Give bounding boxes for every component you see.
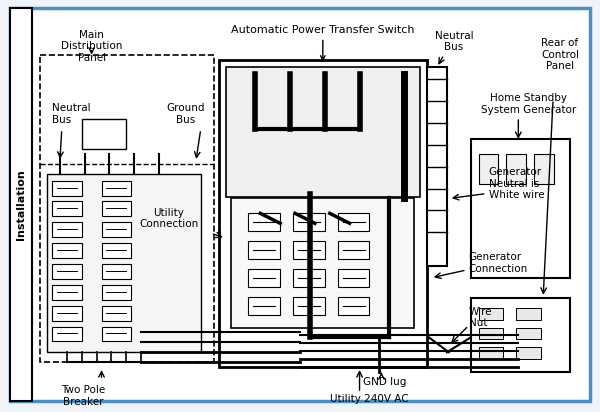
Bar — [338, 269, 370, 287]
Bar — [293, 241, 325, 259]
Circle shape — [297, 220, 313, 236]
Text: Generator
Neutral is
White wire: Generator Neutral is White wire — [488, 167, 544, 200]
Bar — [52, 326, 82, 342]
Bar — [479, 308, 503, 320]
Bar — [470, 139, 570, 278]
Text: Utility 240V AC: Utility 240V AC — [330, 394, 409, 404]
Text: Two Pole
Breaker: Two Pole Breaker — [62, 385, 106, 407]
Text: Main
Distribution
Panel: Main Distribution Panel — [61, 30, 122, 63]
Bar — [52, 306, 82, 321]
Bar — [506, 154, 526, 184]
Bar — [427, 68, 447, 266]
Bar — [293, 269, 325, 287]
Bar — [10, 8, 32, 401]
Bar — [52, 180, 82, 196]
Text: Utility
Connection: Utility Connection — [139, 208, 199, 229]
Circle shape — [262, 220, 278, 236]
Bar — [101, 285, 131, 300]
Text: GND lug: GND lug — [362, 377, 406, 387]
Bar — [517, 308, 541, 320]
Bar — [101, 306, 131, 321]
Bar — [101, 264, 131, 279]
Text: Rear of
Control
Panel: Rear of Control Panel — [541, 38, 579, 71]
Bar — [293, 297, 325, 315]
Bar — [517, 347, 541, 359]
Bar — [230, 199, 414, 328]
Bar — [47, 174, 201, 352]
Bar — [82, 119, 127, 149]
Bar — [248, 297, 280, 315]
Bar — [52, 285, 82, 300]
Bar — [293, 213, 325, 231]
Bar — [248, 213, 280, 231]
Text: Ground
Bus: Ground Bus — [167, 103, 205, 125]
Bar — [101, 222, 131, 237]
Bar — [52, 243, 82, 258]
Bar — [101, 201, 131, 216]
Bar — [101, 180, 131, 196]
Text: Neutral
Bus: Neutral Bus — [52, 103, 91, 125]
Text: Wire
Nut: Wire Nut — [469, 307, 492, 328]
Bar — [534, 154, 554, 184]
Text: Generator
Connection: Generator Connection — [469, 252, 528, 274]
Bar — [52, 222, 82, 237]
Bar — [101, 243, 131, 258]
Bar — [226, 68, 420, 197]
Bar — [40, 54, 214, 362]
Bar — [479, 154, 499, 184]
Bar — [248, 269, 280, 287]
Bar — [101, 326, 131, 342]
Bar — [248, 241, 280, 259]
Text: Neutral
Bus: Neutral Bus — [434, 31, 473, 52]
Bar — [479, 347, 503, 359]
Bar — [52, 201, 82, 216]
Bar — [52, 264, 82, 279]
Bar — [218, 60, 427, 367]
Bar — [338, 297, 370, 315]
Bar — [517, 328, 541, 339]
Bar — [470, 298, 570, 372]
Circle shape — [332, 220, 347, 236]
Bar — [479, 328, 503, 339]
Bar — [338, 241, 370, 259]
Text: Automatic Power Transfer Switch: Automatic Power Transfer Switch — [231, 25, 415, 60]
Text: Installation: Installation — [16, 169, 26, 240]
Text: Home Standby
System Generator: Home Standby System Generator — [481, 94, 576, 115]
Bar — [338, 213, 370, 231]
